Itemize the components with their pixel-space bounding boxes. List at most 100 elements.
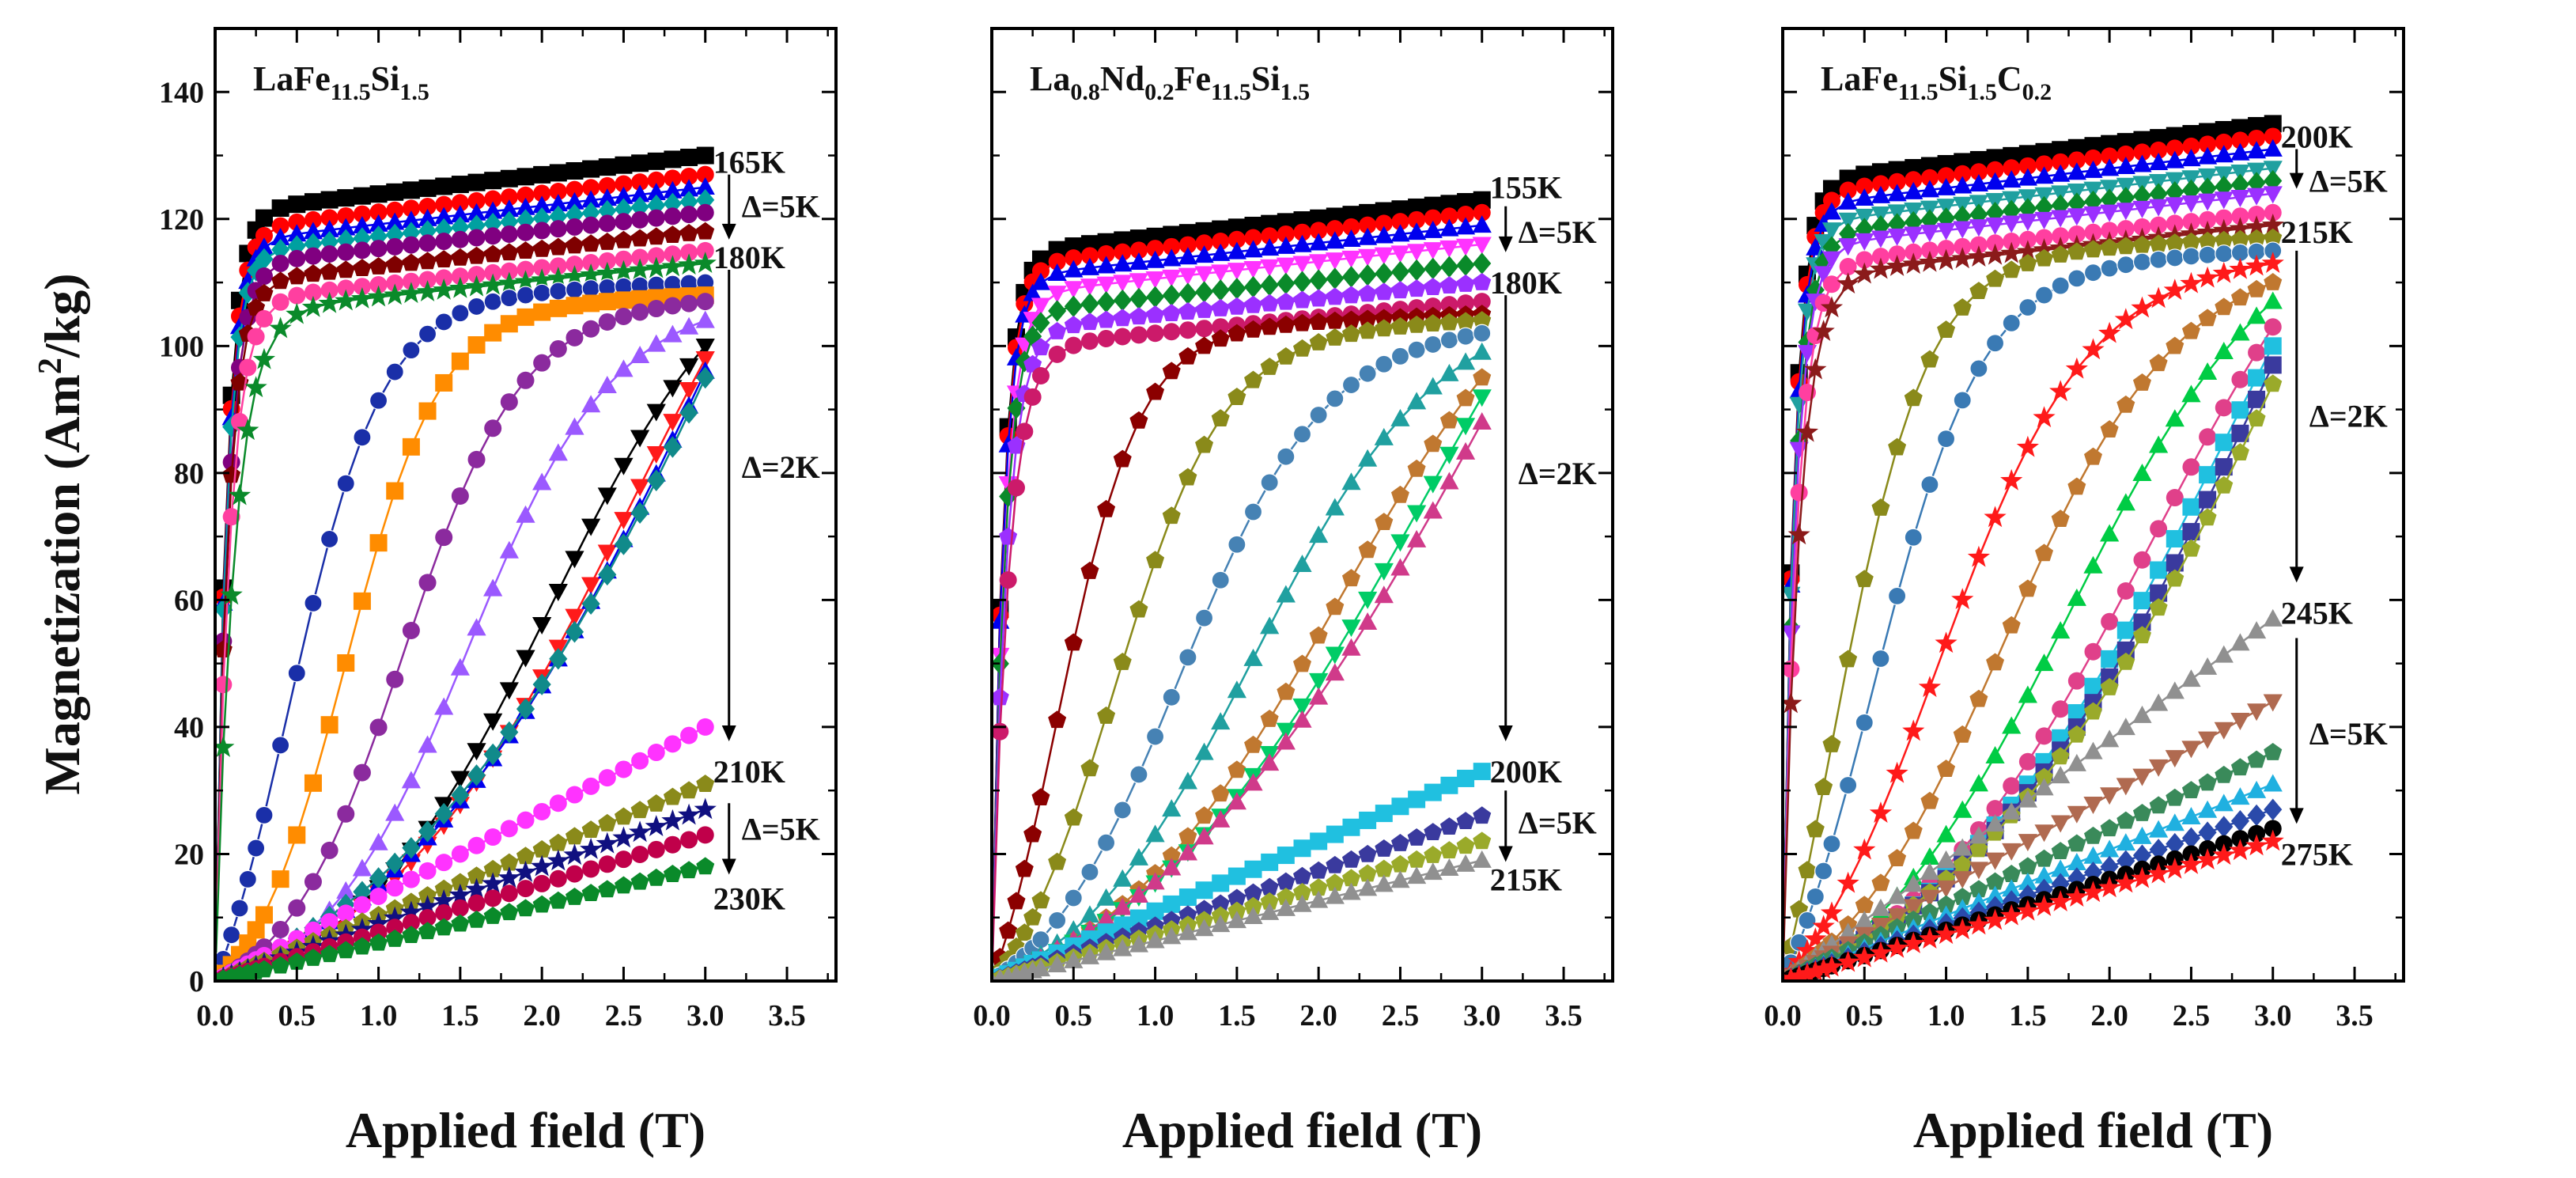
data-point: [1473, 763, 1491, 781]
data-point: [2198, 773, 2217, 791]
data-point: [2132, 463, 2152, 481]
data-point: [1358, 591, 1378, 609]
data-point: [451, 784, 470, 806]
data-point: [2181, 232, 2200, 250]
data-point: [1853, 262, 1876, 284]
data-point: [2198, 309, 2217, 327]
data-point: [2003, 159, 2021, 177]
data-point: [1407, 340, 1426, 359]
data-point: [1359, 203, 1377, 222]
data-point: [1065, 336, 1083, 354]
data-point: [1341, 286, 1360, 304]
data-point: [663, 414, 683, 432]
data-point: [1798, 911, 1817, 930]
data-point: [1783, 660, 1800, 678]
data-point: [514, 860, 537, 882]
data-point: [1243, 773, 1263, 791]
data-point: [2116, 156, 2135, 174]
data-point: [1902, 252, 1925, 275]
data-point: [2199, 123, 2217, 141]
data-point: [2246, 780, 2267, 798]
data-point: [2166, 248, 2184, 267]
data-point: [2035, 229, 2053, 247]
data-point: [1969, 839, 1988, 858]
data-point: [1227, 535, 1246, 554]
x-tick-label: 0.5: [1846, 999, 1884, 1032]
data-point: [1985, 814, 2005, 832]
data-point: [1195, 435, 1214, 453]
data-point: [1146, 382, 1165, 400]
data-point: [222, 386, 240, 404]
data-point: [516, 286, 535, 305]
data-point: [1145, 250, 1165, 268]
data-point: [2002, 865, 2021, 882]
data-point: [1276, 732, 1296, 750]
data-point: [1790, 483, 1808, 502]
data-point: [386, 274, 404, 292]
data-point: [549, 237, 568, 256]
data-point: [2002, 716, 2022, 734]
data-point: [1375, 513, 1394, 530]
data-point: [548, 443, 568, 461]
data-point: [353, 763, 371, 782]
data-point: [435, 269, 453, 287]
data-point: [1905, 159, 1923, 177]
data-point: [630, 184, 650, 203]
y-axis-label: Magnetization (Am2/kg): [32, 273, 90, 794]
data-point: [2264, 356, 2282, 374]
data-point: [1113, 801, 1132, 820]
data-point: [1146, 551, 1165, 569]
series-227K: [1783, 241, 2283, 981]
data-point: [598, 252, 616, 270]
series-175K: [992, 252, 1492, 981]
data-point: [448, 276, 471, 298]
data-point: [271, 238, 290, 261]
data-point: [2002, 191, 2022, 209]
data-point: [1342, 206, 1360, 224]
data-point: [1374, 585, 1394, 604]
data-point: [1439, 256, 1458, 278]
data-point: [1277, 872, 1296, 890]
data-point: [467, 297, 486, 316]
data-point: [1855, 177, 1874, 195]
data-point: [663, 436, 682, 458]
data-point: [369, 832, 388, 850]
data-point: [532, 616, 552, 634]
data-point: [677, 253, 701, 275]
data-point: [288, 826, 306, 844]
data-point: [2067, 753, 2086, 771]
data-point: [1439, 411, 1458, 429]
data-point: [467, 266, 486, 284]
data-point: [2002, 215, 2022, 233]
data-point: [1812, 957, 1835, 979]
data-point: [2181, 827, 2200, 850]
data-point: [1097, 310, 1116, 328]
data-point: [2214, 722, 2234, 740]
data-point: [1129, 411, 1148, 429]
data-point: [484, 172, 502, 190]
data-point: [1326, 220, 1344, 238]
data-point: [320, 219, 339, 237]
data-point: [2035, 248, 2054, 267]
data-point: [2116, 718, 2135, 736]
data-point: [1080, 946, 1100, 964]
data-point: [2083, 160, 2103, 178]
data-point: [663, 380, 683, 398]
data-point: [304, 264, 323, 282]
data-point: [2034, 187, 2054, 205]
plot-area: [1783, 115, 2284, 981]
data-point: [2215, 399, 2233, 417]
data-point: [2116, 220, 2135, 238]
data-point: [2016, 899, 2039, 921]
data-point: [615, 850, 633, 869]
data-point: [1309, 890, 1329, 908]
data-point: [2034, 778, 2054, 796]
data-point: [615, 291, 633, 309]
data-point: [434, 312, 453, 331]
data-point: [2230, 758, 2249, 776]
data-point: [2198, 362, 2218, 380]
data-point: [679, 358, 699, 376]
data-point: [384, 283, 407, 305]
data-point: [582, 179, 600, 197]
data-point: [1374, 562, 1394, 581]
